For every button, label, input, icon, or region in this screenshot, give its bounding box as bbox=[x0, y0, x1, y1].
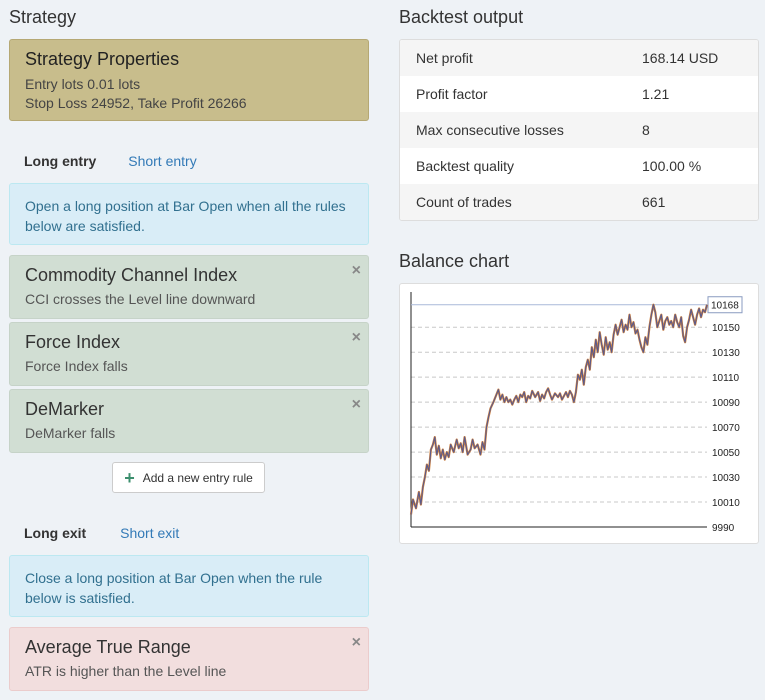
rule-description: DeMarker falls bbox=[25, 425, 116, 441]
rule-name: Commodity Channel Index bbox=[25, 265, 238, 285]
plus-icon: + bbox=[124, 467, 135, 488]
rule-description: CCI crosses the Level line downward bbox=[25, 291, 256, 307]
balance-chart-title: Balance chart bbox=[399, 251, 510, 271]
exit-tabs: Long exit Short exit bbox=[24, 525, 364, 541]
y-tick-label: 10070 bbox=[712, 423, 740, 434]
stat-label: Max consecutive losses bbox=[416, 122, 564, 138]
stat-value: 661 bbox=[642, 194, 666, 210]
rule-description: ATR is higher than the Level line bbox=[25, 663, 227, 679]
remove-rule-icon[interactable]: × bbox=[351, 262, 361, 279]
backtest-output-title: Backtest output bbox=[399, 7, 524, 27]
y-tick-label: 10030 bbox=[712, 473, 740, 484]
strategy-properties-heading: Strategy Properties bbox=[25, 49, 180, 69]
y-tick-label: 10130 bbox=[712, 348, 740, 359]
strategy-title: Strategy bbox=[9, 7, 77, 27]
tab-short-entry[interactable]: Short entry bbox=[128, 153, 197, 169]
y-tick-label: 10150 bbox=[712, 323, 740, 334]
last-value-label: 10168 bbox=[711, 301, 739, 312]
stat-label: Count of trades bbox=[416, 194, 512, 210]
tab-long-exit[interactable]: Long exit bbox=[24, 525, 87, 541]
rule-description: Force Index falls bbox=[25, 358, 128, 374]
rule-name: Average True Range bbox=[25, 637, 191, 657]
entry-info-box: Open a long position at Bar Open when al… bbox=[9, 183, 369, 245]
tab-short-exit[interactable]: Short exit bbox=[120, 525, 180, 541]
remove-rule-icon[interactable]: × bbox=[351, 329, 361, 346]
remove-rule-icon[interactable]: × bbox=[351, 396, 361, 413]
entry-lots-text: Entry lots 0.01 lots bbox=[25, 76, 141, 92]
exit-rule-atr[interactable]: Average True Range ATR is higher than th… bbox=[9, 627, 369, 691]
stat-value: 8 bbox=[642, 122, 650, 138]
rule-name: DeMarker bbox=[25, 399, 105, 419]
balance-chart: 10010 10030 10050 10070 10090 10110 10130 10150… bbox=[399, 283, 759, 544]
table-row: Profit factor 1.21 bbox=[400, 76, 758, 112]
add-entry-rule-button[interactable]: + Add a new entry rule bbox=[112, 462, 265, 493]
table-row: Net profit 168.14 USD bbox=[400, 40, 758, 76]
balance-series-shadow bbox=[409, 303, 709, 515]
rule-name: Force Index bbox=[25, 332, 121, 352]
y-tick-label: 10050 bbox=[712, 448, 740, 459]
tab-long-entry[interactable]: Long entry bbox=[24, 153, 97, 169]
exit-info-box: Close a long position at Bar Open when t… bbox=[9, 555, 369, 617]
table-row: Count of trades 661 bbox=[400, 184, 758, 220]
y-tick-label: 10010 bbox=[712, 498, 740, 509]
y-tick-label: 10090 bbox=[712, 398, 740, 409]
stat-label: Net profit bbox=[416, 50, 473, 66]
entry-rule-demarker[interactable]: DeMarker DeMarker falls × bbox=[9, 389, 369, 453]
strategy-properties-card[interactable]: Strategy Properties Entry lots 0.01 lots… bbox=[9, 39, 369, 121]
remove-rule-icon[interactable]: × bbox=[351, 634, 361, 651]
stat-label: Profit factor bbox=[416, 86, 488, 102]
last-value-box bbox=[707, 296, 743, 314]
stat-value: 168.14 USD bbox=[642, 50, 719, 66]
balance-series-line bbox=[410, 304, 708, 515]
backtest-stats-table: Net profit 168.14 USD Profit factor 1.21… bbox=[399, 39, 759, 221]
add-entry-rule-label: Add a new entry rule bbox=[142, 470, 253, 485]
stat-label: Backtest quality bbox=[416, 158, 515, 174]
stat-value: 100.00 % bbox=[642, 158, 702, 174]
balance-chart-svg: 10010 10030 10050 10070 10090 10110 10130 10150… bbox=[409, 292, 743, 534]
entry-tabs: Long entry Short entry bbox=[24, 153, 364, 169]
y-tick-label: 10110 bbox=[712, 373, 740, 384]
entry-rule-cci[interactable]: Commodity Channel Index CCI crosses the … bbox=[9, 255, 369, 319]
y-tick-label: 9990 bbox=[712, 523, 735, 534]
stat-value: 1.21 bbox=[642, 86, 670, 102]
entry-rule-force-index[interactable]: Force Index Force Index falls × bbox=[9, 322, 369, 386]
sl-tp-text: Stop Loss 24952, Take Profit 26266 bbox=[25, 95, 247, 111]
table-row: Max consecutive losses 8 bbox=[400, 112, 758, 148]
table-row: Backtest quality 100.00 % bbox=[400, 148, 758, 184]
